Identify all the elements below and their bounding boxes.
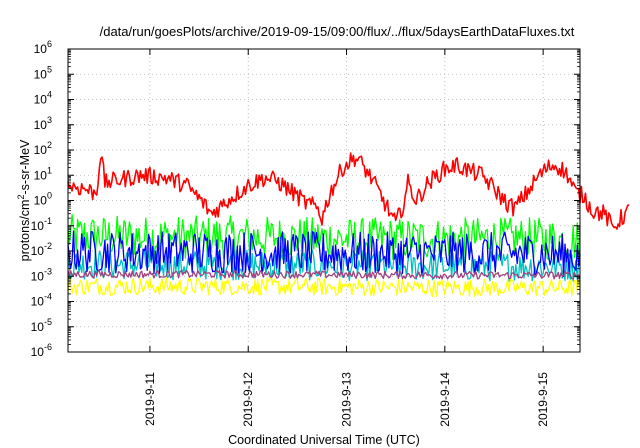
y-tick-label: 10-5 bbox=[31, 317, 52, 334]
y-tick-label: 10-6 bbox=[31, 342, 52, 359]
y-tick-label: 100 bbox=[34, 191, 52, 208]
series-line-5 bbox=[67, 152, 630, 230]
y-axis-ticks: 10-6 10-5 10-4 10-3 10-2 10-1 100 101 102 103 104 1… bbox=[31, 39, 580, 359]
y-tick-label: 10-2 bbox=[31, 241, 52, 258]
series-line-3 bbox=[67, 230, 581, 278]
x-tick-label: 2019-9-13 bbox=[340, 372, 354, 427]
series-line-4 bbox=[67, 269, 581, 280]
y-tick-label: 103 bbox=[34, 115, 52, 132]
series-line-2 bbox=[67, 277, 581, 298]
x-tick-label: 2019-9-14 bbox=[438, 372, 452, 427]
y-tick-label: 105 bbox=[34, 64, 52, 81]
y-tick-label: 101 bbox=[34, 165, 52, 182]
chart-title: /data/run/goesPlots/archive/2019-09-15/0… bbox=[100, 24, 575, 39]
y-tick-label: 10-1 bbox=[31, 216, 52, 233]
x-tick-label: 2019-9-12 bbox=[241, 372, 255, 427]
series-line-0 bbox=[67, 213, 581, 261]
y-tick-label: 102 bbox=[34, 140, 52, 157]
x-tick-label: 2019-9-11 bbox=[143, 372, 157, 426]
y-axis-label: protons/cm2-s-sr-MeV bbox=[16, 139, 32, 261]
x-axis-label: Coordinated Universal Time (UTC) bbox=[228, 433, 420, 447]
x-tick-label: 2019-9-15 bbox=[536, 372, 550, 427]
y-tick-label: 10-4 bbox=[31, 292, 52, 309]
y-tick-label: 106 bbox=[34, 39, 52, 56]
x-axis-ticks: 2019-9-11 2019-9-12 2019-9-13 2019-9-14 2019… bbox=[143, 49, 550, 427]
data-series bbox=[67, 152, 630, 298]
y-tick-label: 10-3 bbox=[31, 266, 52, 283]
y-tick-label: 104 bbox=[34, 90, 52, 107]
